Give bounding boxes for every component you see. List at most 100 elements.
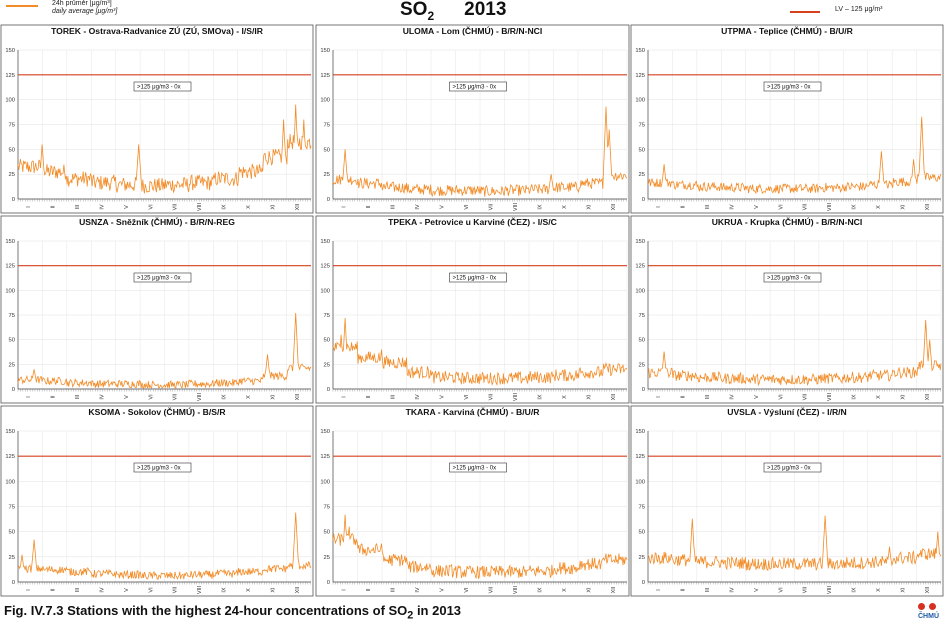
panel-8: TKARA - Karviná (ČHMÚ) - B/U/R 0 25 50 75 100… — [315, 405, 630, 597]
y-tick-label: 0 — [327, 387, 330, 393]
panel-title: UTPMA - Teplice (ČHMÚ) - B/U/R — [721, 25, 854, 36]
panel-frame — [315, 24, 630, 214]
exceedance-box — [449, 81, 507, 92]
y-tick-label: 0 — [642, 580, 645, 586]
month-label: III — [390, 394, 396, 399]
month-label: XII — [611, 203, 617, 210]
y-tick-label: 150 — [5, 48, 15, 54]
y-tick-label: 100 — [635, 288, 645, 294]
y-tick-label: 150 — [635, 429, 645, 435]
y-tick-label: 100 — [5, 479, 15, 485]
month-label: VIII — [513, 585, 519, 594]
daily-series-line — [647, 515, 942, 572]
month-label: I — [656, 589, 662, 591]
y-tick-label: 100 — [635, 98, 645, 104]
month-label: V — [754, 588, 760, 592]
panel-3: UTPMA - Teplice (ČHMÚ) - B/U/R 0 25 50 75 100… — [630, 24, 944, 214]
month-label: I — [26, 206, 32, 208]
panel-7: KSOMA - Sokolov (ČHMÚ) - B/S/R 0 25 50 75 100… — [0, 405, 314, 597]
month-label: XII — [295, 586, 301, 593]
month-label: I — [26, 396, 32, 398]
y-tick-label: 25 — [324, 172, 330, 178]
panel-frame — [630, 405, 944, 597]
y-tick-label: 75 — [9, 123, 15, 129]
exceedance-label: >125 μg/m3 - 0x — [137, 85, 181, 91]
month-label: IX — [222, 394, 228, 400]
month-label: X — [876, 588, 882, 592]
month-label: VI — [148, 587, 154, 593]
daily-series-line — [17, 312, 312, 389]
y-tick-label: 50 — [324, 338, 330, 344]
month-label: XII — [925, 203, 931, 210]
month-label: VII — [803, 203, 809, 210]
exceedance-label: >125 μg/m3 - 0x — [453, 466, 497, 472]
y-tick-label: 25 — [9, 555, 15, 561]
month-label: I — [26, 589, 32, 591]
figure-caption: Fig. IV.7.3 Stations with the highest 24… — [4, 603, 461, 622]
y-tick-label: 75 — [9, 313, 15, 319]
panel-2: ULOMA - Lom (ČHMÚ) - B/R/N-NCI 0 25 50 75 100… — [315, 24, 630, 214]
month-label: VI — [464, 394, 470, 400]
y-tick-label: 25 — [639, 362, 645, 368]
panel-title: TOREK - Ostrava-Radvanice ZÚ (ZÚ, SMOva)… — [51, 25, 264, 36]
title-year: 2013 — [464, 0, 507, 20]
month-label: V — [439, 395, 445, 399]
y-tick-label: 125 — [320, 264, 330, 270]
y-tick-label: 0 — [12, 197, 15, 203]
y-tick-label: 150 — [320, 429, 330, 435]
exceedance-label: >125 μg/m3 - 0x — [137, 276, 181, 282]
y-tick-label: 25 — [639, 555, 645, 561]
logo-circle-left — [918, 603, 925, 610]
month-label: V — [124, 205, 130, 209]
y-tick-label: 125 — [320, 73, 330, 79]
legend-daily-average: 24h průměr [μg/m³] daily average [μg/m³] — [6, 0, 206, 22]
daily-series-line — [332, 514, 628, 580]
month-label: III — [75, 394, 81, 399]
caption-suffix: in 2013 — [413, 603, 462, 618]
month-label: XII — [925, 586, 931, 593]
y-tick-label: 25 — [9, 362, 15, 368]
month-label: III — [705, 587, 711, 592]
month-label: II — [51, 588, 57, 592]
month-label: XII — [611, 586, 617, 593]
chart-grid: TOREK - Ostrava-Radvanice ZÚ (ZÚ, SMOva)… — [0, 24, 944, 597]
exceedance-box — [449, 272, 507, 283]
month-label: VII — [803, 393, 809, 400]
month-label: VII — [173, 586, 179, 593]
month-label: III — [75, 587, 81, 592]
y-tick-label: 0 — [12, 580, 15, 586]
y-tick-label: 50 — [639, 338, 645, 344]
title-subscript: 2 — [427, 8, 435, 23]
title-pollutant: SO — [400, 0, 428, 20]
month-label: XII — [925, 393, 931, 400]
month-label: X — [246, 205, 252, 209]
panel-6: UKRUA - Krupka (ČHMÚ) - B/R/N-NCI 0 25 50 75… — [630, 215, 944, 404]
y-tick-label: 75 — [639, 505, 645, 511]
daily-series-line — [647, 319, 942, 387]
month-label: II — [366, 205, 372, 209]
month-label: XII — [295, 393, 301, 400]
month-label: III — [75, 204, 81, 209]
y-tick-label: 50 — [9, 147, 15, 153]
logo-circle-right — [929, 603, 936, 610]
y-tick-label: 100 — [320, 288, 330, 294]
y-tick-label: 50 — [9, 338, 15, 344]
chmi-logo: ČHMÚ — [915, 601, 941, 623]
panel-title: ULOMA - Lom (ČHMÚ) - B/R/N-NCI — [403, 25, 543, 36]
y-tick-label: 75 — [324, 123, 330, 129]
y-tick-label: 100 — [320, 479, 330, 485]
month-label: IV — [99, 394, 105, 400]
y-tick-label: 50 — [9, 530, 15, 536]
daily-series-line — [332, 317, 628, 386]
y-tick-label: 0 — [327, 197, 330, 203]
month-label: VI — [778, 394, 784, 400]
exceedance-label: >125 μg/m3 - 0x — [137, 466, 181, 472]
y-tick-label: 125 — [5, 264, 15, 270]
exceedance-box — [763, 81, 822, 92]
month-label: IX — [537, 394, 543, 400]
y-tick-label: 100 — [5, 98, 15, 104]
month-label: II — [366, 395, 372, 399]
y-tick-label: 0 — [327, 580, 330, 586]
month-label: VI — [778, 204, 784, 210]
month-label: V — [124, 395, 130, 399]
